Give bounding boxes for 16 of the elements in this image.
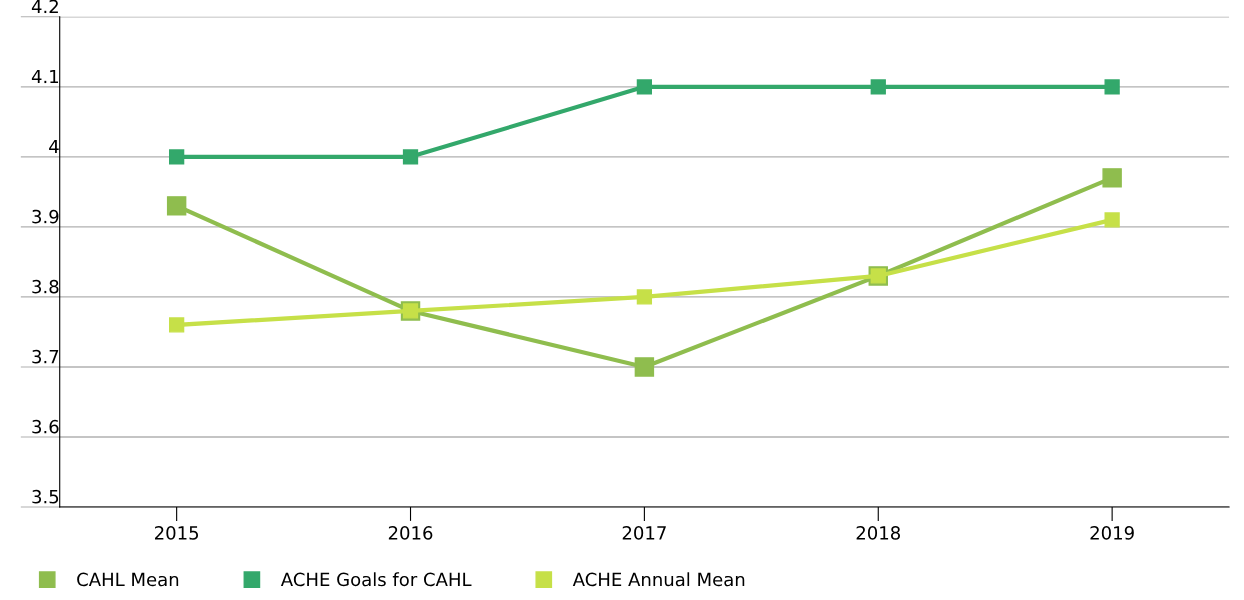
legend-label: ACHE Goals for CAHL (280, 572, 472, 587)
y-tick-label: 3.8 (32, 279, 59, 294)
y-tick-label: 3.5 (32, 489, 59, 504)
x-tick-label: 2016 (388, 526, 433, 540)
legend-label: ACHE Annual Mean (572, 572, 745, 587)
x-tick-label: 2017 (622, 526, 666, 540)
y-tick-label: 3.6 (32, 419, 59, 434)
y-tick-label: 3.9 (32, 209, 59, 224)
legend-label: CAHL Mean (77, 572, 179, 587)
x-tick-label: 2018 (856, 526, 900, 540)
y-tick-label: 4.2 (31, 0, 58, 14)
y-tick-label: 3.7 (32, 349, 59, 364)
y-tick-label: 4.1 (31, 69, 59, 84)
x-tick-label: 2015 (155, 526, 199, 540)
x-tick-label: 2019 (1090, 526, 1134, 540)
y-tick-label: 4 (49, 139, 59, 154)
